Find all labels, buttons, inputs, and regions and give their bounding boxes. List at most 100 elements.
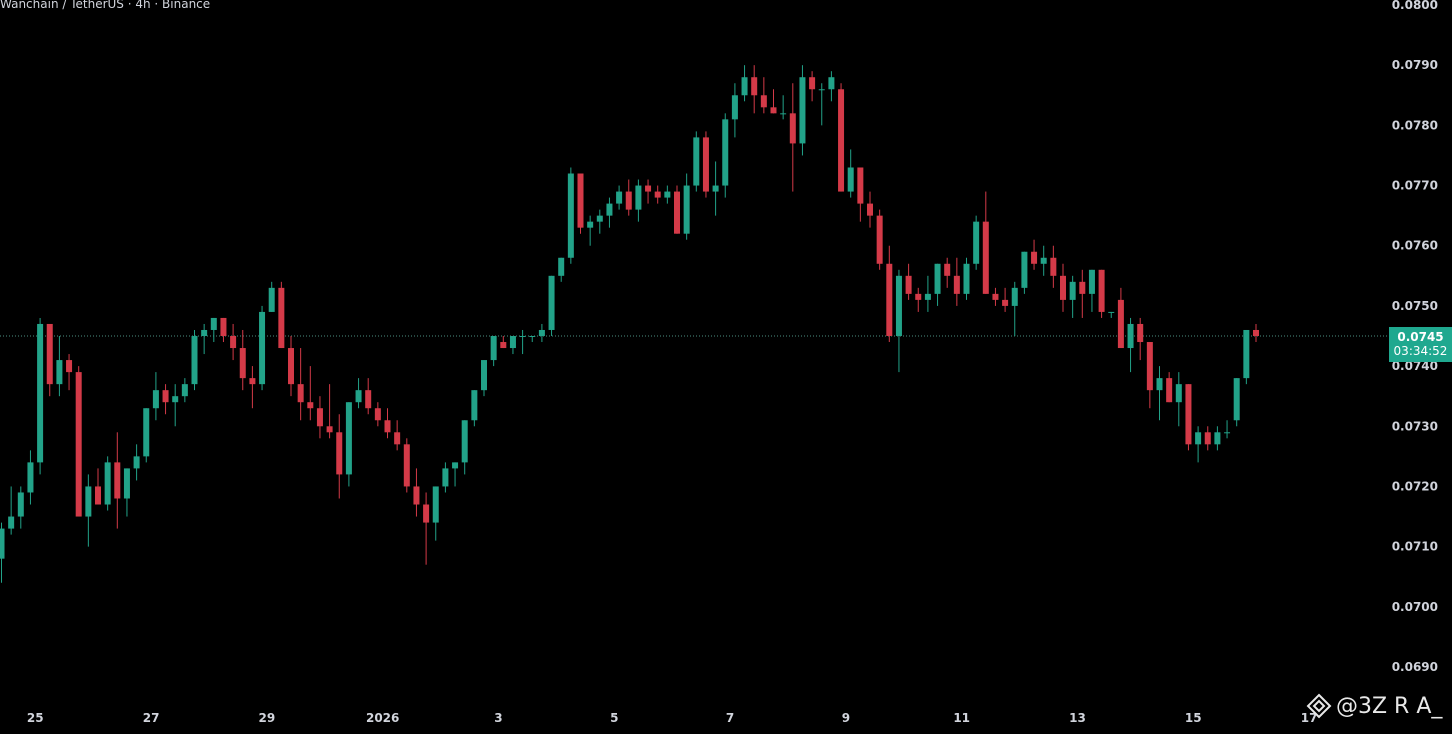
candle-down[interactable]	[867, 203, 873, 216]
candle-down[interactable]	[75, 372, 82, 517]
candle-up[interactable]	[722, 119, 729, 186]
candle-down[interactable]	[403, 444, 410, 487]
candle-up[interactable]	[712, 185, 719, 192]
candle-up[interactable]	[0, 528, 5, 559]
candle-down[interactable]	[326, 426, 333, 433]
candle-down[interactable]	[95, 486, 101, 505]
candle-up[interactable]	[847, 167, 854, 192]
candle-down[interactable]	[162, 390, 169, 403]
candle-up[interactable]	[1156, 378, 1163, 391]
candle-down[interactable]	[838, 89, 845, 192]
candle-up[interactable]	[799, 77, 806, 144]
candle-down[interactable]	[307, 402, 314, 409]
candle-up[interactable]	[17, 492, 24, 517]
candle-up[interactable]	[828, 77, 835, 90]
candle-up[interactable]	[596, 215, 603, 222]
candle-down[interactable]	[394, 432, 401, 445]
candle-down[interactable]	[365, 390, 372, 409]
candle-up[interactable]	[133, 456, 140, 469]
candle-down[interactable]	[46, 323, 53, 385]
candle-up[interactable]	[895, 275, 902, 336]
candle-down[interactable]	[336, 432, 343, 475]
candle-up[interactable]	[37, 323, 44, 463]
candle-up[interactable]	[664, 191, 671, 198]
candle-up[interactable]	[201, 329, 208, 336]
candle-up[interactable]	[741, 77, 748, 96]
candle-down[interactable]	[220, 317, 227, 336]
candle-down[interactable]	[625, 191, 632, 210]
candle-up[interactable]	[191, 336, 198, 385]
candle-up[interactable]	[973, 221, 980, 264]
candle-down[interactable]	[423, 504, 430, 523]
candle-up[interactable]	[123, 468, 130, 499]
candle-down[interactable]	[249, 378, 256, 385]
candle-down[interactable]	[886, 263, 893, 336]
candle-up[interactable]	[1069, 281, 1076, 300]
candle-up[interactable]	[587, 221, 594, 228]
candle-up[interactable]	[1021, 251, 1028, 288]
candle-up[interactable]	[56, 360, 63, 385]
candle-down[interactable]	[770, 107, 777, 114]
candle-up[interactable]	[172, 396, 179, 403]
candle-up[interactable]	[1175, 384, 1182, 403]
candle-up[interactable]	[452, 462, 459, 469]
candle-up[interactable]	[963, 263, 970, 294]
candle-up[interactable]	[548, 275, 555, 330]
candle-up[interactable]	[152, 390, 159, 409]
candle-up[interactable]	[8, 516, 15, 529]
candle-down[interactable]	[654, 191, 661, 198]
candle-up[interactable]	[1233, 378, 1240, 421]
candle-down[interactable]	[278, 287, 285, 349]
candle-up[interactable]	[818, 89, 825, 91]
candle-up[interactable]	[1108, 311, 1115, 313]
candle-up[interactable]	[432, 486, 439, 523]
candle-up[interactable]	[519, 336, 526, 337]
candle-down[interactable]	[413, 486, 420, 505]
candle-up[interactable]	[635, 185, 642, 210]
candle-down[interactable]	[809, 77, 816, 90]
candle-up[interactable]	[731, 95, 738, 120]
candle-up[interactable]	[1224, 432, 1231, 434]
candle-down[interactable]	[114, 462, 121, 499]
candle-down[interactable]	[1098, 269, 1105, 312]
candle-down[interactable]	[1253, 329, 1259, 336]
candle-down[interactable]	[1002, 299, 1009, 306]
candle-down[interactable]	[1060, 275, 1066, 300]
candle-up[interactable]	[1127, 323, 1134, 349]
candle-down[interactable]	[1050, 257, 1057, 276]
candle-up[interactable]	[529, 336, 536, 337]
candle-up[interactable]	[355, 390, 362, 403]
candle-up[interactable]	[1195, 432, 1202, 445]
candle-down[interactable]	[1166, 378, 1173, 403]
candle-down[interactable]	[645, 185, 652, 192]
candle-up[interactable]	[143, 408, 150, 457]
candle-down[interactable]	[239, 348, 246, 379]
candle-up[interactable]	[345, 402, 352, 475]
candle-down[interactable]	[1204, 432, 1211, 445]
candle-down[interactable]	[1185, 384, 1192, 445]
candle-down[interactable]	[1031, 251, 1038, 264]
time-axis[interactable]: 25 27 29 2026 3 5 7 9 11 13 15 17	[27, 711, 1318, 725]
candle-up[interactable]	[934, 263, 941, 294]
candle-down[interactable]	[674, 191, 680, 234]
candle-down[interactable]	[374, 408, 381, 421]
candle-down[interactable]	[992, 293, 999, 300]
candle-down[interactable]	[230, 336, 237, 349]
candle-down[interactable]	[876, 215, 883, 264]
candle-up[interactable]	[1243, 329, 1250, 379]
candle-down[interactable]	[577, 173, 584, 228]
candle-up[interactable]	[181, 384, 188, 397]
candle-down[interactable]	[288, 348, 294, 385]
candle-up[interactable]	[259, 311, 266, 385]
candle-down[interactable]	[1146, 342, 1153, 391]
candle-down[interactable]	[915, 293, 922, 300]
candle-down[interactable]	[760, 95, 767, 108]
candle-up[interactable]	[1040, 257, 1047, 264]
candle-up[interactable]	[85, 486, 92, 517]
candle-down[interactable]	[953, 275, 960, 294]
candle-up[interactable]	[683, 185, 690, 234]
candle-up[interactable]	[268, 287, 275, 312]
candle-up[interactable]	[481, 360, 487, 391]
candle-up[interactable]	[442, 468, 449, 487]
